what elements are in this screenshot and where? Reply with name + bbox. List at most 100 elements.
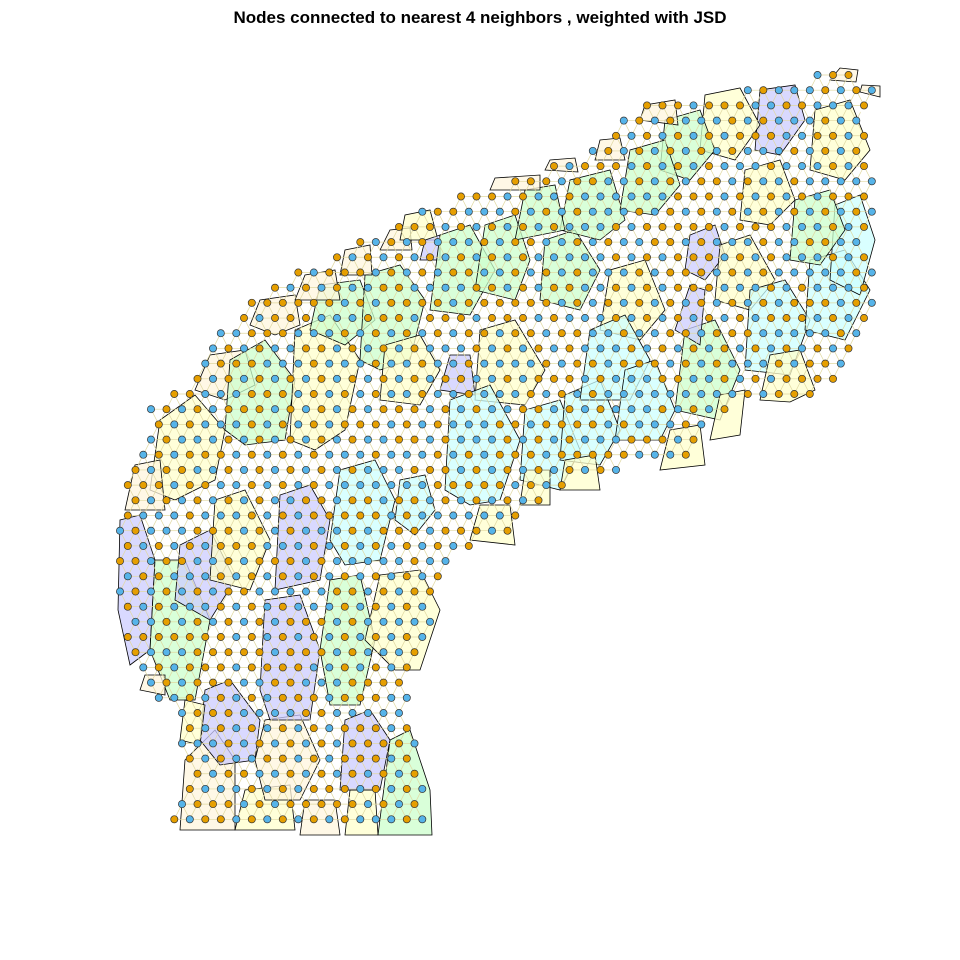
graph-node	[147, 557, 155, 566]
graph-node	[224, 496, 233, 505]
graph-node	[387, 693, 396, 702]
graph-node	[302, 557, 310, 566]
graph-node	[464, 268, 473, 277]
graph-node	[263, 663, 272, 672]
graph-node	[286, 800, 295, 809]
graph-node	[829, 71, 837, 79]
graph-node	[666, 329, 675, 338]
graph-node	[278, 450, 287, 459]
graph-node	[131, 587, 140, 596]
graph-node	[612, 314, 620, 322]
graph-node	[495, 359, 504, 368]
graph-node	[317, 405, 326, 414]
graph-node	[464, 238, 473, 247]
graph-node	[627, 314, 636, 322]
graph-node	[379, 314, 388, 322]
graph-node	[278, 724, 287, 733]
graph-node	[503, 496, 512, 505]
graph-node	[767, 314, 775, 322]
graph-node	[612, 435, 620, 444]
graph-node	[650, 420, 659, 429]
graph-node	[844, 131, 853, 140]
graph-node	[286, 314, 295, 322]
graph-node	[309, 541, 318, 550]
graph-node	[612, 344, 620, 353]
graph-node	[836, 238, 845, 247]
graph-node	[852, 146, 861, 155]
graph-node	[348, 465, 357, 474]
graph-node	[565, 435, 574, 444]
graph-node	[240, 678, 248, 687]
graph-node	[604, 298, 613, 307]
graph-node	[689, 283, 698, 292]
nodes-layer	[116, 71, 876, 824]
graph-node	[565, 344, 574, 353]
graph-node	[619, 177, 628, 186]
graph-node	[736, 314, 744, 322]
graph-node	[728, 390, 737, 398]
graph-node	[255, 557, 264, 566]
graph-node	[364, 557, 372, 566]
graph-node	[488, 405, 496, 414]
graph-node	[271, 496, 279, 505]
graph-node	[705, 314, 713, 322]
cluster-hull	[699, 87, 761, 161]
graph-node	[767, 344, 775, 353]
graph-node	[511, 298, 520, 307]
graph-node	[635, 238, 644, 247]
graph-node	[123, 633, 132, 641]
graph-node	[658, 374, 667, 383]
graph-node	[317, 283, 326, 292]
graph-node	[557, 481, 566, 490]
graph-node	[193, 374, 202, 383]
graph-node	[294, 724, 303, 733]
graph-node	[147, 496, 155, 505]
graph-node	[441, 465, 450, 474]
graph-node	[325, 693, 334, 702]
graph-node	[340, 541, 349, 550]
graph-node	[209, 709, 217, 717]
graph-node	[278, 481, 287, 490]
graph-node	[178, 587, 186, 596]
graph-node	[356, 238, 365, 247]
graph-node	[627, 283, 636, 292]
graph-node	[325, 329, 334, 338]
graph-node	[588, 207, 597, 216]
graph-node	[782, 283, 791, 292]
graph-node	[209, 374, 217, 383]
graph-node	[503, 283, 512, 292]
graph-node	[286, 405, 295, 414]
graph-node	[635, 268, 644, 277]
graph-node	[147, 526, 155, 535]
graph-node	[503, 526, 512, 535]
graph-node	[619, 450, 628, 459]
graph-node	[635, 420, 644, 429]
graph-node	[728, 116, 737, 125]
graph-node	[511, 238, 520, 247]
graph-node	[178, 405, 186, 414]
graph-node	[829, 283, 837, 292]
graph-node	[488, 192, 496, 201]
graph-node	[232, 693, 241, 702]
graph-node	[209, 617, 217, 626]
graph-node	[309, 572, 318, 581]
graph-node	[526, 481, 535, 490]
graph-node	[790, 268, 799, 277]
graph-node	[813, 222, 822, 231]
graph-node	[123, 572, 132, 581]
graph-node	[743, 238, 752, 247]
graph-node	[201, 724, 210, 733]
graph-node	[759, 298, 768, 307]
graph-node	[534, 465, 543, 474]
graph-node	[185, 693, 194, 702]
graph-node	[162, 648, 171, 657]
graph-node	[340, 663, 349, 672]
graph-node	[209, 800, 217, 809]
graph-node	[364, 709, 372, 717]
graph-node	[588, 450, 597, 459]
graph-node	[395, 465, 403, 474]
graph-node	[170, 511, 179, 520]
graph-node	[263, 420, 272, 429]
graph-node	[402, 238, 411, 247]
graph-node	[433, 541, 442, 550]
